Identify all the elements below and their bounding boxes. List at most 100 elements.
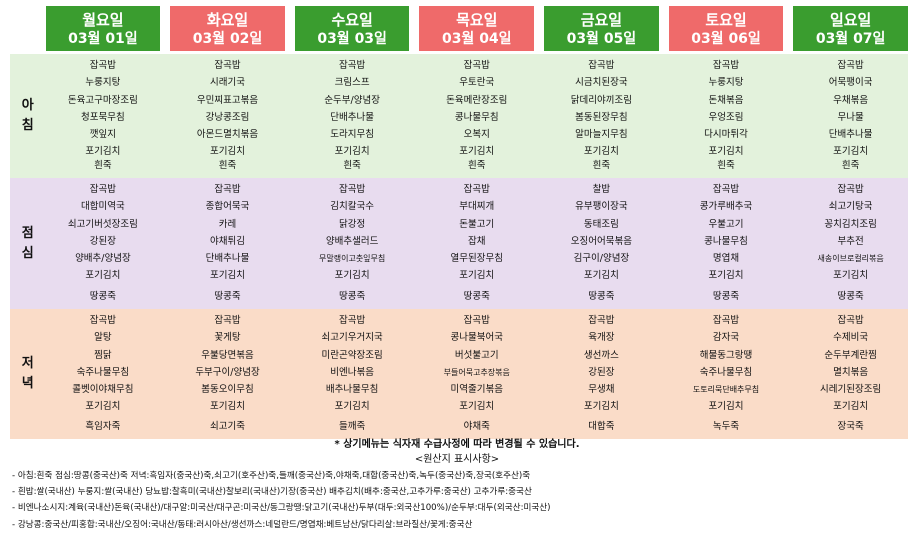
day-name: 월요일 bbox=[82, 10, 124, 29]
menu-item: 오징어어묵볶음 bbox=[570, 235, 632, 247]
menu-item: 포기김치 bbox=[334, 270, 370, 282]
menu-item: 수제비국 bbox=[833, 332, 869, 344]
menu-item: 두부구이/양념장 bbox=[195, 366, 260, 378]
menu-item: 양배추/양념장 bbox=[75, 253, 131, 265]
meal-row-dinner: 저 녁 잡곡밥 알탕 찜닭 숙주나물무침 콜벳이야채무침 포기김치 흑임자죽 잡곡밥 꽃게탕 우불당면… bbox=[10, 309, 908, 439]
menu-item: 잡곡밥 bbox=[339, 184, 366, 195]
menu-item: 숙주나물무침 bbox=[699, 366, 753, 378]
menu-item: 무나물 bbox=[837, 111, 864, 123]
menu-item: 우토란국 bbox=[459, 77, 495, 89]
menu-item: 꽃게탕 bbox=[214, 332, 241, 344]
menu-item: 생선까스 bbox=[583, 349, 619, 361]
menu-item: 미란곤약장조림 bbox=[321, 349, 383, 361]
day-name: 일요일 bbox=[829, 10, 872, 29]
menu-item: 도토리묵단배추무침 bbox=[692, 385, 760, 395]
day-date: 03월 06일 bbox=[691, 30, 761, 47]
menu-item: 포기김치 bbox=[708, 401, 744, 413]
menu-item: 돈불고기 bbox=[459, 218, 495, 230]
menu-item: 돈육메란장조림 bbox=[446, 94, 508, 106]
day-date: 03월 01일 bbox=[68, 30, 138, 47]
menu-item: 잡곡밥 bbox=[214, 60, 241, 71]
menu-item: 닭강정 bbox=[339, 218, 366, 230]
menu-item: 잡곡밥 bbox=[712, 184, 740, 195]
menu-item: 닭데리야끼조림 bbox=[570, 94, 632, 106]
meal-label-char: 심 bbox=[21, 245, 34, 261]
menu-item: 포기김치 bbox=[583, 146, 619, 158]
menu-item: 동태조림 bbox=[583, 218, 619, 230]
day-name: 수요일 bbox=[331, 10, 373, 29]
meal-row-breakfast: 아 침 잡곡밥 누룽지탕 돈육고구마장조림 청포묵무침 깻잎지 포기김치 흰죽 잡곡밥 시래기국 우민… bbox=[10, 54, 908, 178]
porridge-item: 땅콩죽 bbox=[588, 291, 615, 302]
menu-cell: 잡곡밥 크림스프 순두부/양념장 단배추나물 도라지무침 포기김치 흰죽 bbox=[295, 54, 410, 178]
menu-item: 부들어묵고추장볶음 bbox=[443, 367, 510, 377]
menu-item: 알마늘지무침 bbox=[575, 129, 628, 141]
menu-item: 콜벳이야채무침 bbox=[72, 384, 134, 396]
menu-item: 도라지무침 bbox=[330, 129, 374, 141]
menu-item: 김구이/양념장 bbox=[573, 253, 630, 265]
menu-item: 잡곡밥 bbox=[837, 315, 864, 326]
menu-item: 단배추나물 bbox=[205, 253, 250, 265]
origin-title: <원산지 표시사항> bbox=[414, 454, 500, 465]
menu-item: 해물동그랑땡 bbox=[699, 349, 753, 361]
day-date: 03월 04일 bbox=[441, 30, 512, 47]
menu-item: 잡곡밥 bbox=[712, 60, 740, 71]
menu-item: 부추전 bbox=[837, 235, 864, 247]
menu-item: 포기김치 bbox=[210, 146, 245, 158]
menu-item: 다시마튀각 bbox=[704, 129, 748, 141]
menu-item: 잡곡밥 bbox=[837, 184, 864, 195]
menu-item: 숙주나물무침 bbox=[76, 366, 130, 378]
menu-item: 깻잎지 bbox=[89, 129, 116, 141]
menu-item: 콩가루배추국 bbox=[699, 201, 753, 213]
menu-item: 버섯불고기 bbox=[454, 349, 499, 361]
menu-cell: 잡곡밥 부대찌개 돈불고기 잡채 열무된장무침 포기김치 땅콩죽 bbox=[419, 178, 534, 309]
menu-item: 우민찌표고볶음 bbox=[196, 94, 259, 106]
day-date: 03월 02일 bbox=[192, 30, 263, 47]
origin-line: - 아침:흰죽 점심:땅콩(중국산)죽 저녁:흑임자(중국산)죽,쇠고기(호주산… bbox=[12, 471, 531, 481]
menu-item: 우엉조림 bbox=[708, 111, 744, 123]
menu-item: 봄동오이무침 bbox=[201, 384, 254, 396]
menu-cell: 잡곡밥 시금치된장국 닭데리야끼조림 봄동된장무침 알마늘지무침 포기김치 흰죽 bbox=[544, 54, 659, 178]
menu-cell: 잡곡밥 시래기국 우민찌표고볶음 강낭콩조림 아몬드멸치볶음 포기김치 흰죽 bbox=[170, 54, 285, 178]
menu-item: 잡곡밥 bbox=[89, 184, 116, 195]
porridge-item: 흰죽 bbox=[841, 160, 860, 171]
menu-item: 포기김치 bbox=[85, 401, 121, 413]
menu-cell: 잡곡밥 쇠고기우거지국 미란곤약장조림 비엔나볶음 배추나물무침 포기김치 들깨죽 bbox=[295, 309, 410, 439]
day-header-row: 월요일 03월 01일 화요일 03월 02일 수요일 03월 03일 목요일 03월 04일… bbox=[10, 6, 908, 51]
menu-item: 아몬드멸치볶음 bbox=[196, 129, 259, 141]
menu-cell: 잡곡밥 콩가루배추국 우불고기 콩나물무침 명엽채 포기김치 땅콩죽 bbox=[669, 178, 784, 309]
menu-cell: 잡곡밥 대합미역국 쇠고기버섯장조림 강된장 양배추/양념장 포기김치 땅콩죽 bbox=[46, 178, 161, 309]
meal-label-char: 침 bbox=[21, 118, 34, 133]
menu-item: 잡곡밥 bbox=[89, 60, 116, 71]
porridge-item: 땅콩죽 bbox=[712, 291, 740, 302]
menu-item: 포기김치 bbox=[833, 146, 869, 158]
menu-item: 포기김치 bbox=[459, 270, 495, 282]
origin-line: - 비엔나소시지:계육(국내산)돈육(국내산)/대구알:미국산/대구곤:미국산/… bbox=[12, 503, 551, 514]
menu-item: 포기김치 bbox=[708, 146, 744, 158]
menu-item: 포기김치 bbox=[334, 401, 370, 413]
meal-label-char: 녁 bbox=[21, 376, 34, 391]
menu-item: 누룽지탕 bbox=[85, 77, 121, 89]
porridge-item: 흑임자죽 bbox=[85, 421, 121, 432]
meal-row-lunch: 점 심 잡곡밥 대합미역국 쇠고기버섯장조림 강된장 양배추/양념장 포기김치 땅콩죽 잡곡밥 종합… bbox=[10, 178, 908, 309]
menu-item: 단배추나물 bbox=[330, 111, 374, 123]
day-name: 금요일 bbox=[580, 10, 623, 29]
day-date: 03월 03일 bbox=[317, 30, 387, 47]
menu-item: 부대찌개 bbox=[459, 201, 495, 213]
porridge-item: 들깨죽 bbox=[339, 421, 366, 432]
porridge-item: 대합죽 bbox=[588, 421, 615, 432]
porridge-item: 땅콩죽 bbox=[339, 291, 366, 302]
menu-item: 잡곡밥 bbox=[588, 315, 615, 326]
menu-item: 미역줄기볶음 bbox=[450, 384, 503, 396]
menu-item: 포기김치 bbox=[210, 270, 245, 282]
menu-item: 잡곡밥 bbox=[588, 60, 615, 71]
menu-item: 시레기된장조림 bbox=[820, 384, 882, 396]
porridge-item: 흰죽 bbox=[717, 160, 735, 171]
menu-item: 누룽지탕 bbox=[708, 77, 744, 89]
menu-item: 강된장 bbox=[588, 366, 615, 378]
menu-item: 콩나물무침 bbox=[704, 235, 748, 247]
day-header: 월요일 03월 01일 bbox=[45, 6, 161, 51]
origin-line: - 강낭콩:중국산/피홍합:국내산/오징어:국내산/동태:러시아산/생선까스:네… bbox=[12, 519, 473, 530]
meal-label-char: 아 bbox=[21, 98, 34, 113]
